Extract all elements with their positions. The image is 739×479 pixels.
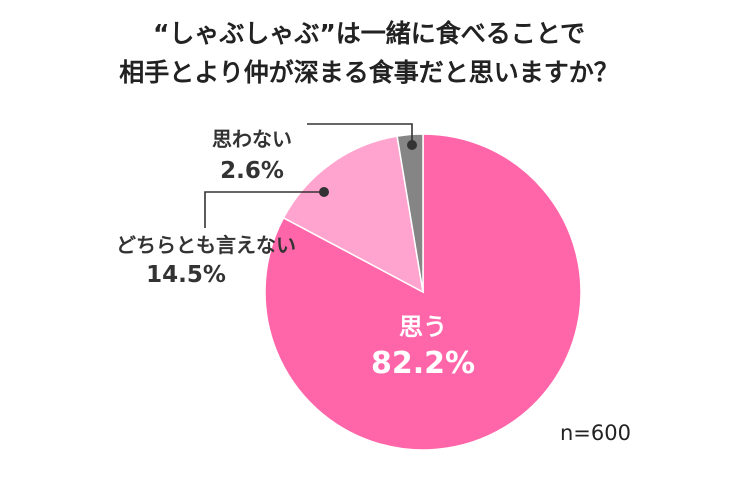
slice-label-omou: 思う bbox=[399, 313, 447, 341]
sample-size-note: n=600 bbox=[560, 421, 631, 445]
leader-dot-dochira bbox=[319, 187, 329, 197]
pie-slices bbox=[264, 133, 582, 451]
pie-slice-omowanai bbox=[396, 133, 424, 293]
chart-title-line-2: 相手とより仲が深まる食事だと思いますか？ bbox=[119, 58, 619, 87]
slice-label-dochira: どちらとも言えない bbox=[116, 233, 296, 257]
slice-value-dochira: 14.5% bbox=[146, 262, 226, 288]
leader-dot-omowanai bbox=[407, 140, 417, 150]
slice-value-omowanai: 2.6% bbox=[220, 158, 284, 184]
leader-line-omowanai bbox=[307, 123, 413, 145]
slice-label-omowanai: 思わない bbox=[212, 127, 292, 151]
chart-title-line-1: “しゃぶしゃぶ”は一緒に食べることで bbox=[153, 19, 585, 48]
slice-value-omou: 82.2% bbox=[371, 346, 475, 381]
pie-slice-dochira bbox=[282, 135, 424, 294]
leader-line-dochira bbox=[204, 191, 324, 228]
